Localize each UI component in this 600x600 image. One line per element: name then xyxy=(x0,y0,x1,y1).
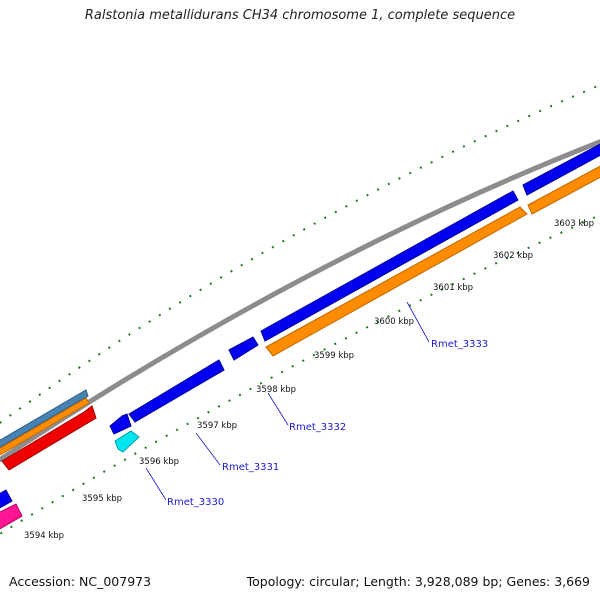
gene-label: Rmet_3333 xyxy=(431,339,488,350)
kbp-label: 3598 kbp xyxy=(256,385,296,395)
gene-rmet-3332 xyxy=(228,336,259,361)
gene-rmet-3331 xyxy=(128,359,225,423)
map-title: Ralstonia metallidurans CH34 chromosome … xyxy=(84,8,516,23)
gene-pink-left xyxy=(0,503,23,530)
kbp-label: 3594 kbp xyxy=(24,531,64,541)
gene-blue-left xyxy=(0,489,13,509)
leader-3331 xyxy=(195,432,221,466)
gene-rmet-3330 xyxy=(109,413,132,435)
gene-label: Rmet_3330 xyxy=(167,497,224,508)
kbp-label: 3602 kbp xyxy=(493,251,533,261)
kbp-label: 3603 kbp xyxy=(554,219,594,229)
gene-steelblue xyxy=(0,389,89,448)
leader-3333 xyxy=(406,301,430,343)
gene-label: Rmet_3332 xyxy=(289,422,346,433)
gene-orange-long xyxy=(265,206,528,357)
lower-tick-arc xyxy=(0,214,600,536)
leader-3332 xyxy=(267,392,289,426)
leader-3330 xyxy=(145,467,167,501)
kbp-label: 3601 kbp xyxy=(433,283,473,293)
kbp-label: 3597 kbp xyxy=(197,421,237,431)
gene-rmet-3333 xyxy=(260,190,519,342)
gene-orange-right xyxy=(527,165,600,215)
accession-text: Accession: NC_007973 xyxy=(9,574,152,589)
gene-label: Rmet_3331 xyxy=(222,462,279,473)
gene-blue-right xyxy=(522,143,600,196)
kbp-label: 3595 kbp xyxy=(82,494,122,504)
kbp-label: 3600 kbp xyxy=(374,317,414,327)
gene-cyan xyxy=(114,430,140,453)
gene-orange-left xyxy=(0,397,90,456)
kbp-label: 3596 kbp xyxy=(139,457,179,467)
gene-red-left xyxy=(1,405,97,471)
summary-text: Topology: circular; Length: 3,928,089 bp… xyxy=(246,574,590,589)
kbp-label: 3599 kbp xyxy=(314,351,354,361)
